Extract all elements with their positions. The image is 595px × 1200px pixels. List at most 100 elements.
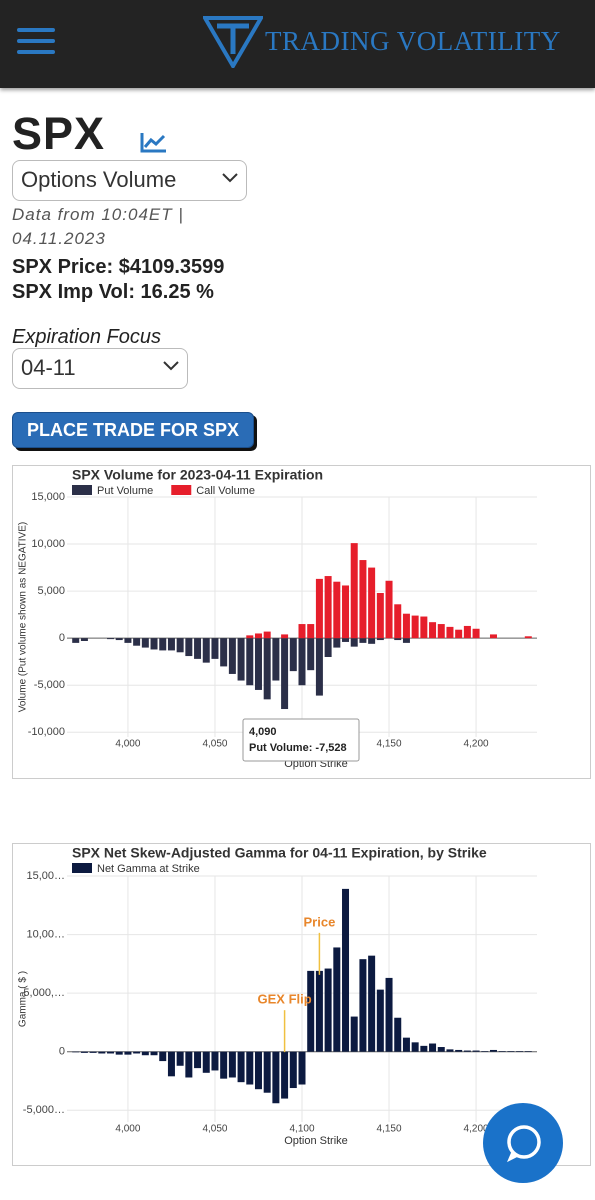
ticker: SPX bbox=[12, 108, 106, 159]
view-select[interactable]: Options Volume bbox=[12, 160, 247, 201]
bar bbox=[141, 638, 149, 648]
bar bbox=[246, 638, 254, 686]
y-tick-label: 15,000 bbox=[31, 491, 65, 503]
expiration-select-text: 04-11 bbox=[21, 355, 76, 380]
bar bbox=[350, 1016, 358, 1052]
bar bbox=[385, 977, 393, 1052]
bar bbox=[489, 1049, 497, 1052]
bar bbox=[133, 1051, 141, 1054]
bar bbox=[150, 638, 158, 650]
bar bbox=[411, 615, 419, 639]
bar bbox=[516, 1051, 524, 1052]
gamma-chart: SPX Net Skew-Adjusted Gamma for 04-11 Ex… bbox=[12, 843, 591, 1166]
x-tick-label: 4,000 bbox=[115, 739, 140, 750]
bar bbox=[394, 638, 402, 641]
bar bbox=[272, 638, 280, 681]
bar bbox=[246, 1051, 254, 1085]
bar bbox=[524, 1051, 532, 1052]
bar bbox=[107, 1051, 115, 1054]
bar bbox=[202, 638, 210, 663]
bar bbox=[376, 638, 384, 641]
y-tick-label: 10,00… bbox=[26, 928, 65, 940]
bar bbox=[298, 1051, 306, 1085]
bar bbox=[185, 1051, 193, 1078]
x-tick-label: 4,150 bbox=[377, 1124, 402, 1135]
x-tick-label: 4,000 bbox=[115, 1124, 140, 1135]
bar bbox=[307, 624, 315, 639]
legend-swatch bbox=[171, 485, 192, 495]
bar bbox=[359, 560, 367, 639]
y-tick-label: -10,000 bbox=[28, 726, 65, 738]
x-tick-label: 4,200 bbox=[464, 1124, 489, 1135]
bar bbox=[185, 638, 193, 657]
y-tick-label: 15,00… bbox=[26, 870, 65, 882]
chart-title: SPX Net Skew-Adjusted Gamma for 04-11 Ex… bbox=[72, 845, 487, 861]
bar bbox=[368, 638, 376, 644]
data-timestamp: Data from 10:04ET | 04.11.2023 bbox=[12, 205, 184, 248]
y-axis-title: Gamma ( $ ) bbox=[18, 971, 29, 1027]
chat-button[interactable] bbox=[482, 1102, 564, 1184]
bar bbox=[228, 638, 236, 674]
y-tick-label: 10,000 bbox=[31, 538, 65, 550]
bar bbox=[281, 1051, 289, 1099]
bar bbox=[254, 638, 262, 690]
bar bbox=[472, 628, 480, 639]
bar bbox=[324, 638, 332, 657]
bar bbox=[115, 1051, 123, 1055]
bar bbox=[281, 638, 289, 710]
brand[interactable]: TRADING VOLATILITY bbox=[265, 26, 561, 56]
chart-icon[interactable] bbox=[140, 131, 168, 153]
annotation-label: Price bbox=[304, 914, 336, 929]
bar bbox=[211, 638, 219, 659]
bar bbox=[307, 638, 315, 671]
bar bbox=[80, 638, 88, 641]
bar bbox=[150, 1051, 158, 1056]
menu-icon[interactable] bbox=[17, 28, 57, 56]
y-tick-label: -5,000… bbox=[23, 1104, 65, 1116]
bar bbox=[254, 1051, 262, 1090]
tooltip-title: 4,090 bbox=[249, 726, 277, 738]
bar bbox=[481, 1051, 489, 1052]
dropdown-arrow bbox=[222, 173, 238, 183]
bar bbox=[220, 638, 228, 667]
y-tick-label: 5,000,… bbox=[23, 987, 65, 999]
bar bbox=[237, 1051, 245, 1083]
bar bbox=[98, 1051, 106, 1054]
bar bbox=[176, 1051, 184, 1066]
bar bbox=[194, 1051, 202, 1069]
bar bbox=[272, 1051, 280, 1104]
x-tick-label: 4,200 bbox=[464, 739, 489, 750]
y-tick-label: 0 bbox=[59, 1046, 65, 1058]
bar bbox=[376, 593, 384, 639]
bar bbox=[315, 970, 323, 1052]
bar bbox=[376, 989, 384, 1052]
bar bbox=[333, 638, 341, 648]
bar bbox=[359, 638, 367, 643]
trade-button[interactable]: PLACE TRADE FOR SPX bbox=[12, 412, 254, 448]
header: TRADING VOLATILITY bbox=[0, 0, 595, 88]
y-tick-label: 5,000 bbox=[37, 585, 65, 597]
bar bbox=[446, 1049, 454, 1052]
bar bbox=[315, 578, 323, 639]
bar bbox=[324, 968, 332, 1052]
bar bbox=[385, 580, 393, 639]
bar bbox=[159, 1051, 167, 1062]
x-tick-label: 4,150 bbox=[377, 739, 402, 750]
bar bbox=[72, 638, 80, 643]
bar bbox=[324, 576, 332, 639]
bar bbox=[489, 634, 497, 639]
bar bbox=[211, 1051, 219, 1071]
bar bbox=[246, 635, 254, 639]
view-select-text: Options Volume bbox=[21, 167, 177, 192]
bar bbox=[228, 1051, 236, 1078]
bar bbox=[350, 543, 358, 639]
bar bbox=[411, 1042, 419, 1052]
bar bbox=[176, 638, 184, 653]
expiration-select[interactable]: 04-11 bbox=[12, 348, 188, 389]
bar bbox=[463, 625, 471, 639]
bar bbox=[289, 638, 297, 672]
legend-swatch bbox=[72, 863, 92, 873]
bar bbox=[342, 638, 350, 642]
bar bbox=[429, 1043, 437, 1052]
